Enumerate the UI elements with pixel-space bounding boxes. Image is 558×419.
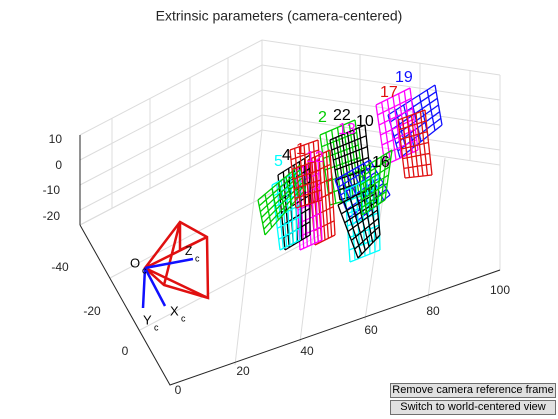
board-label: 13	[338, 121, 356, 138]
board-label: 5	[274, 153, 283, 170]
board-label: 17	[380, 84, 398, 101]
camera-label: Y	[143, 312, 152, 327]
axis-lines	[79, 135, 501, 386]
z-tick-label: -10	[43, 183, 61, 197]
board	[397, 109, 433, 179]
board-label: 12	[306, 149, 324, 166]
boards	[257, 84, 443, 263]
camera-label: c	[154, 322, 159, 332]
board	[344, 174, 381, 263]
button[interactable]: Switch to world-centered view	[390, 400, 556, 415]
board-label: 10	[356, 113, 374, 130]
board	[375, 87, 419, 166]
board-label: 22	[333, 107, 351, 124]
camera-label: c	[195, 253, 200, 263]
board-label: 1	[296, 141, 305, 158]
axes-box	[79, 39, 501, 386]
y-tick-label: 80	[426, 304, 440, 318]
x-tick-label: -40	[51, 260, 69, 274]
board-label: 4	[282, 147, 291, 164]
board	[359, 149, 393, 216]
camera	[141, 220, 210, 309]
z-tick-label: 10	[49, 132, 63, 146]
camera-label: X	[170, 303, 179, 318]
camera-label: O	[130, 255, 140, 270]
x-tick-label: -20	[83, 304, 101, 318]
z-tick-label: -20	[43, 209, 61, 223]
board	[337, 184, 381, 259]
y-tick-label: 0	[175, 383, 182, 397]
board-label: 2	[318, 109, 327, 126]
z-tick-label: 0	[55, 158, 62, 172]
y-tick-label: 40	[300, 344, 314, 358]
button[interactable]: Remove camera reference frame	[390, 383, 556, 398]
y-tick-label: 20	[236, 364, 250, 378]
board	[319, 119, 366, 206]
board	[289, 139, 323, 209]
title: Extrinsic parameters (camera-centered)	[156, 8, 403, 24]
camera-label: c	[181, 313, 186, 323]
x-tick-label: 0	[122, 344, 129, 358]
y-tick-label: 60	[364, 323, 378, 337]
camera-label: c	[142, 265, 147, 275]
board	[329, 124, 373, 201]
board-label: 19	[395, 69, 413, 86]
camera-label: Z	[185, 244, 192, 258]
board-label: 16	[372, 154, 390, 171]
y-tick-label: 100	[490, 283, 510, 297]
